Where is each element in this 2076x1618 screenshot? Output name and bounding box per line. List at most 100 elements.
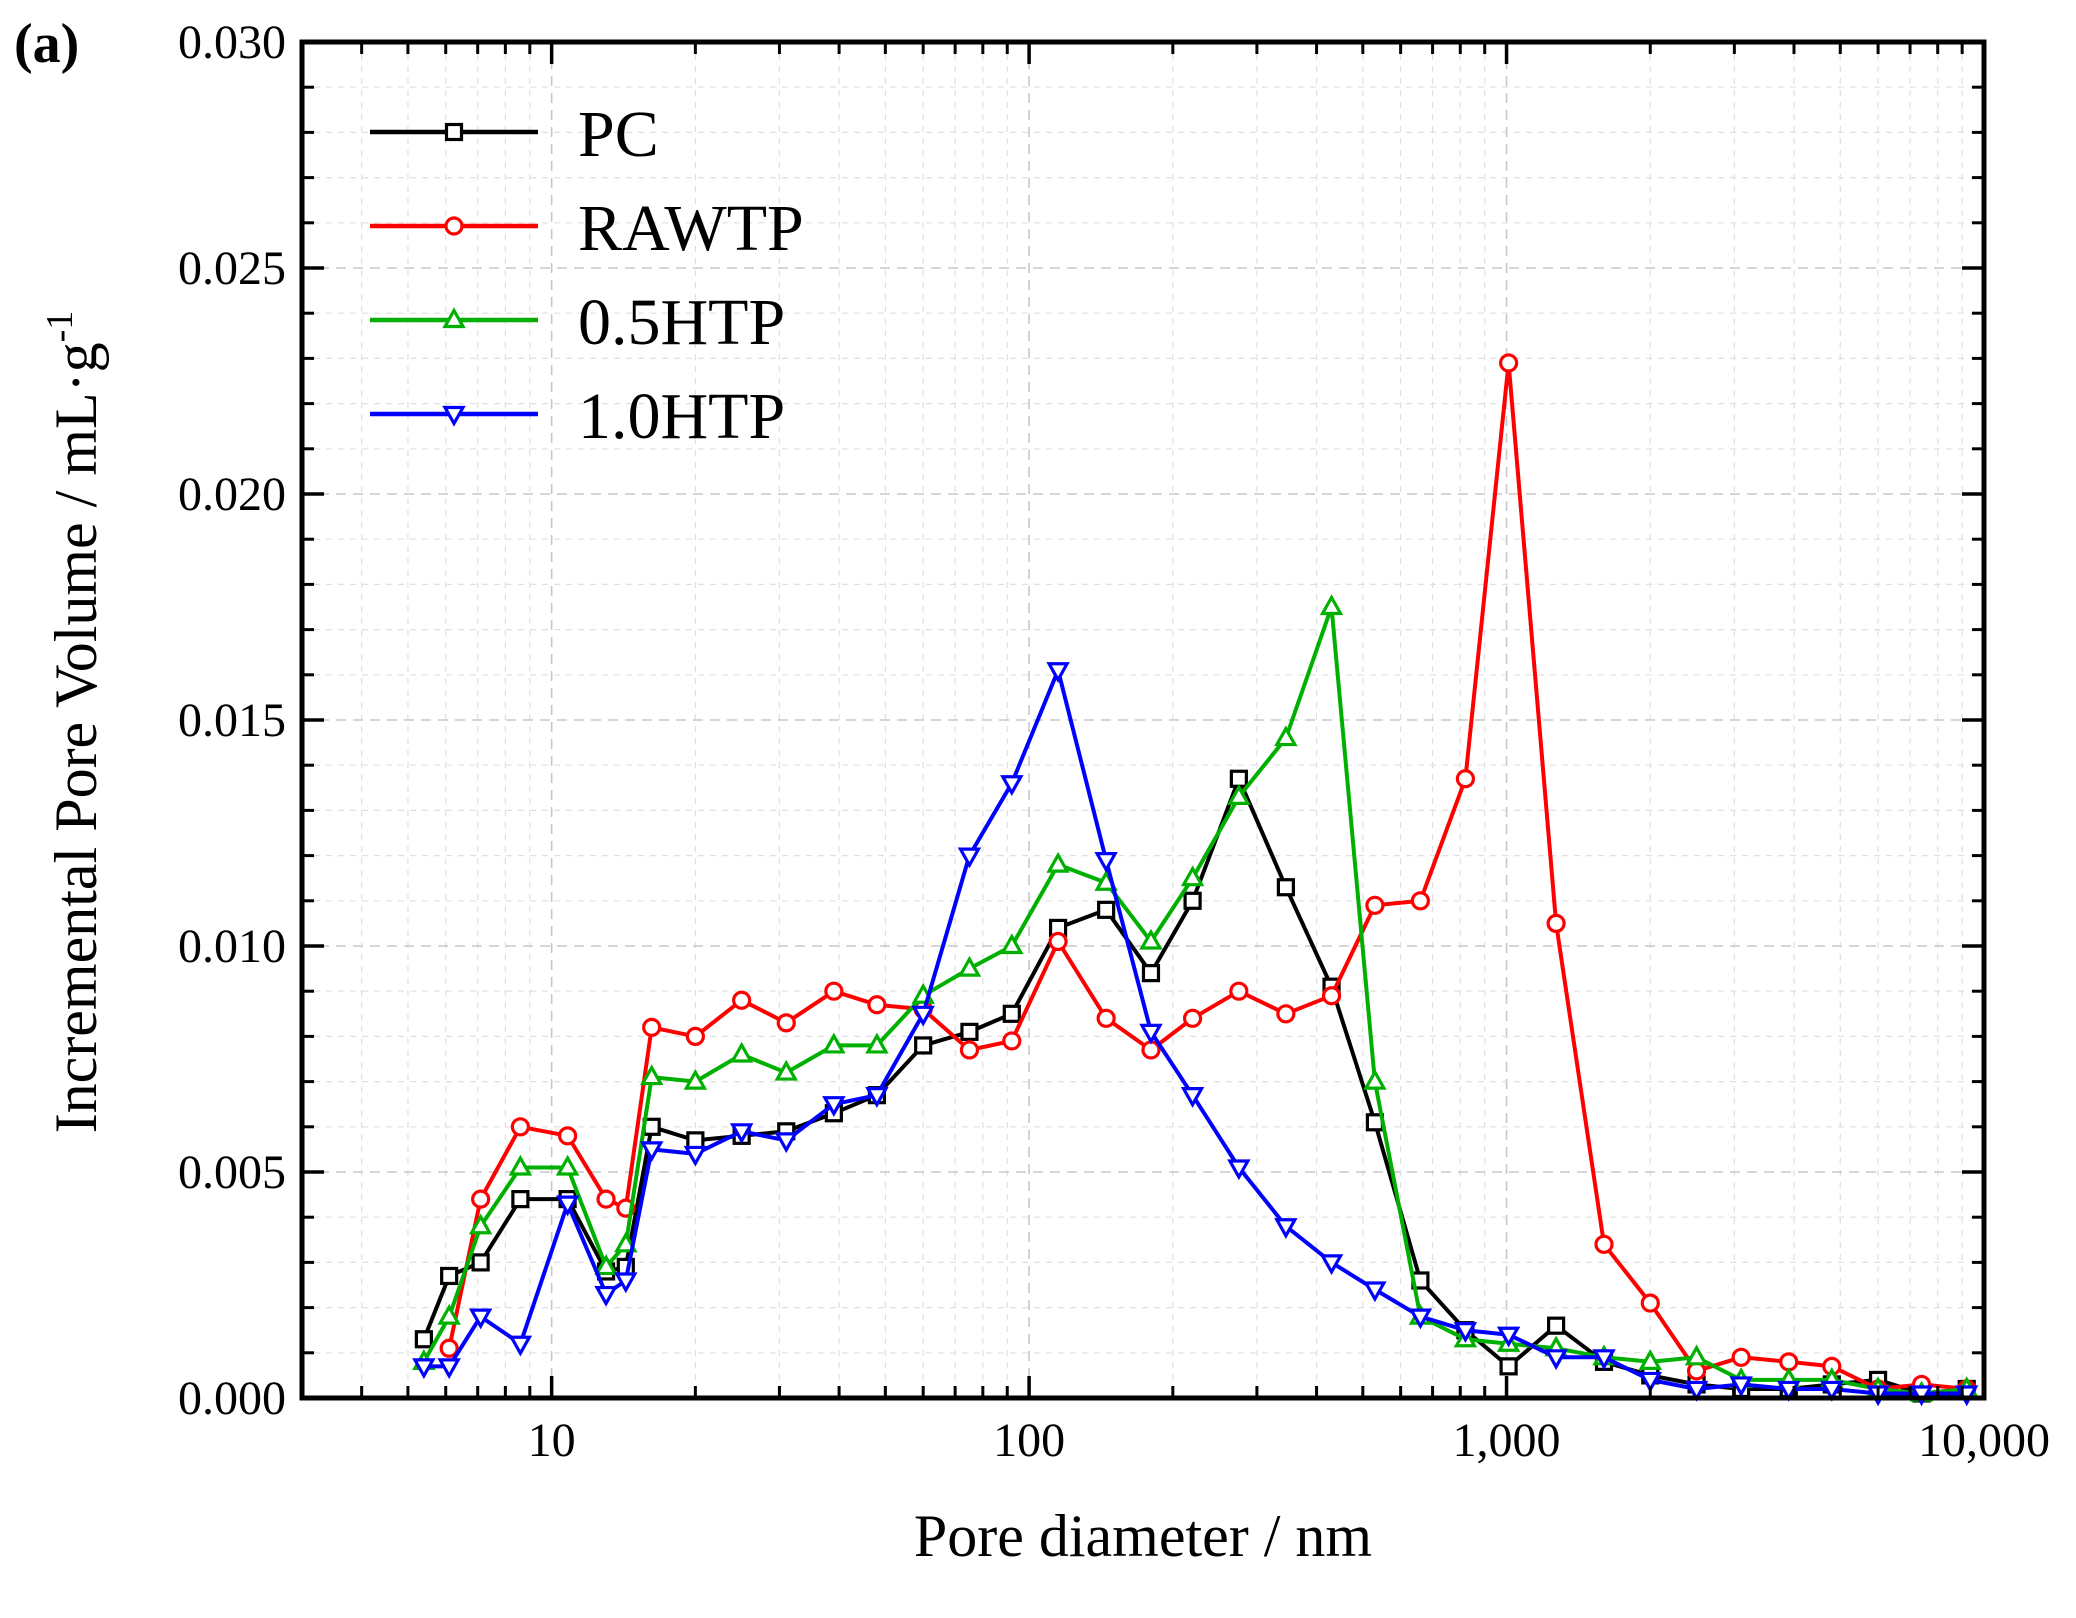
legend-label-1-0htp: 1.0HTP <box>578 380 785 453</box>
data-point-0-5htp <box>822 1032 846 1054</box>
data-point-pc <box>1499 1357 1518 1376</box>
y-tick-label: 0.010 <box>178 920 286 973</box>
data-point-1-0htp <box>1729 1376 1753 1398</box>
data-point-0-5htp <box>957 955 982 977</box>
data-point-rawtp <box>1182 1008 1203 1028</box>
data-point-0-5htp <box>508 1154 533 1176</box>
data-point-1-0htp <box>1363 1281 1387 1303</box>
series-rawtp <box>439 353 1977 1399</box>
data-point-1-0htp <box>1496 1326 1521 1348</box>
data-point-rawtp <box>1594 1234 1614 1254</box>
data-point-rawtp <box>1321 986 1342 1006</box>
data-point-1-0htp <box>1046 662 1070 684</box>
data-point-1-0htp <box>911 1005 935 1027</box>
data-point-pc <box>1141 964 1161 983</box>
legend-marker-rawtp <box>444 216 464 236</box>
data-point-1-0htp <box>1319 1254 1344 1276</box>
data-point-1-0htp <box>1592 1349 1616 1371</box>
data-point-0-5htp <box>1000 933 1024 955</box>
data-point-pc <box>414 1330 433 1349</box>
data-point-rawtp <box>471 1189 491 1209</box>
data-point-1-0htp <box>683 1145 708 1167</box>
data-point-pc <box>914 1036 933 1055</box>
data-point-0-5htp <box>1638 1349 1663 1370</box>
y-axis-title-superscript: -1 <box>39 311 81 343</box>
series-layer <box>412 353 1979 1407</box>
data-point-1-0htp <box>594 1285 618 1307</box>
data-point-1-0htp <box>1274 1218 1298 1240</box>
data-point-rawtp <box>510 1117 530 1137</box>
data-point-0-5htp <box>1684 1344 1709 1366</box>
data-point-0-5htp <box>1363 1068 1387 1090</box>
data-point-pc <box>1547 1316 1566 1335</box>
x-tick-label: 100 <box>993 1414 1065 1467</box>
legend-item-pc: PC <box>370 98 659 171</box>
data-point-pc <box>440 1266 459 1286</box>
data-point-rawtp <box>867 995 887 1015</box>
data-point-rawtp <box>959 1040 980 1060</box>
data-point-rawtp <box>732 990 752 1010</box>
data-point-1-0htp <box>412 1358 436 1380</box>
y-tick-label: 0.005 <box>178 1146 286 1199</box>
data-point-pc <box>1183 891 1202 910</box>
data-point-1-0htp <box>1180 1087 1205 1108</box>
data-point-0-5htp <box>1139 928 1163 950</box>
data-point-rawtp <box>1048 931 1068 952</box>
legend-item-rawtp: RAWTP <box>370 192 804 265</box>
data-point-rawtp <box>558 1126 578 1146</box>
data-point-1-0htp <box>468 1308 493 1330</box>
series-line-0-5htp <box>422 605 1967 1396</box>
data-point-1-0htp <box>1638 1371 1663 1393</box>
data-point-pc <box>471 1253 490 1272</box>
y-tick-label: 0.000 <box>178 1372 286 1425</box>
series-line-rawtp <box>447 360 1967 1391</box>
data-point-0-5htp <box>1046 851 1070 873</box>
data-point-1-0htp <box>555 1195 580 1217</box>
legend-label-pc: PC <box>578 98 659 171</box>
data-point-0-5htp <box>865 1032 889 1054</box>
data-point-1-0htp <box>437 1358 461 1380</box>
data-point-1-0htp <box>1684 1380 1709 1402</box>
data-point-pc <box>960 1022 979 1041</box>
legend-marker-1-0htp <box>442 405 466 427</box>
data-point-1-0htp <box>1453 1322 1478 1343</box>
legend-label-rawtp: RAWTP <box>578 192 804 265</box>
data-point-1-0htp <box>1544 1349 1568 1371</box>
y-axis-title-main: Incremental Pore Volume / mL·g <box>43 342 109 1133</box>
data-point-1-0htp <box>1139 1023 1163 1045</box>
data-point-rawtp <box>1276 1004 1296 1024</box>
series-0-5htp <box>412 594 1979 1402</box>
data-point-1-0htp <box>729 1123 754 1145</box>
data-point-0-5htp <box>683 1068 708 1090</box>
data-point-1-0htp <box>614 1272 638 1294</box>
legend-marker-0-5htp <box>442 307 466 329</box>
data-point-pc <box>1276 878 1295 897</box>
legend-marker-pc <box>444 122 464 142</box>
data-point-0-5htp <box>555 1154 580 1176</box>
data-point-rawtp <box>1546 913 1566 934</box>
x-tick-label: 10,000 <box>1918 1414 2050 1467</box>
data-point-1-0htp <box>865 1087 889 1108</box>
legend-item-0-5htp: 0.5HTP <box>370 286 785 359</box>
data-point-rawtp <box>1410 891 1430 911</box>
data-point-pc <box>686 1131 705 1150</box>
data-point-1-0htp <box>639 1141 664 1163</box>
data-point-1-0htp <box>1909 1385 1934 1407</box>
panel-label: (a) <box>14 13 79 75</box>
legend-item-1-0htp: 1.0HTP <box>370 380 785 453</box>
grid-lines <box>302 42 1984 1398</box>
data-point-pc <box>511 1190 530 1209</box>
data-point-rawtp <box>824 981 844 1001</box>
data-point-rawtp <box>1499 353 1519 373</box>
data-point-pc <box>1097 900 1116 919</box>
data-point-1-0htp <box>508 1335 533 1357</box>
data-point-1-0htp <box>1094 852 1118 873</box>
series-1-0htp <box>412 662 1979 1407</box>
data-point-rawtp <box>1640 1293 1660 1313</box>
data-point-1-0htp <box>1408 1308 1433 1330</box>
data-point-rawtp <box>1365 895 1385 915</box>
data-point-rawtp <box>596 1189 616 1209</box>
data-point-0-5htp <box>437 1303 461 1325</box>
y-tick-label: 0.030 <box>178 16 286 69</box>
